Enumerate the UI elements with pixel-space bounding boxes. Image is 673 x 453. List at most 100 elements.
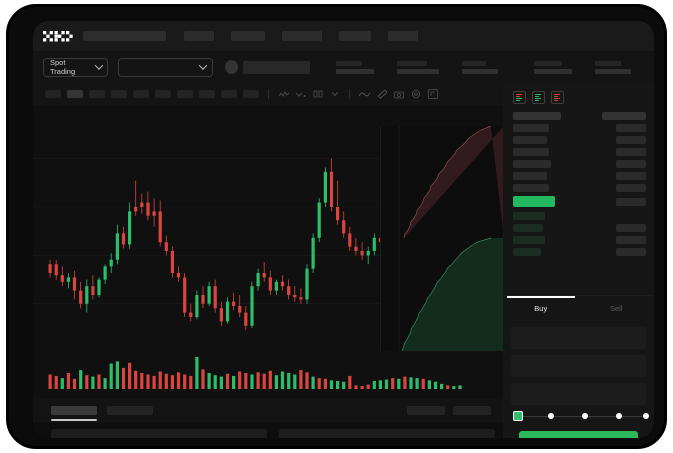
bid-amount — [616, 212, 646, 220]
template-icon[interactable] — [312, 90, 323, 98]
tab-sell[interactable]: Sell — [609, 304, 623, 313]
line-chart-icon[interactable] — [359, 91, 370, 98]
total-input[interactable] — [511, 383, 646, 405]
chart-toolbar — [33, 83, 503, 105]
volume-chart — [33, 351, 503, 399]
ask-row[interactable] — [513, 148, 646, 156]
camera-icon[interactable] — [393, 90, 404, 99]
toolbar-divider — [349, 89, 350, 99]
settings-icon[interactable] — [410, 89, 421, 99]
okx-logo-icon[interactable] — [43, 30, 73, 42]
nav-item-0[interactable] — [184, 31, 214, 41]
bid-amount — [616, 248, 646, 256]
order-form — [503, 321, 654, 438]
depth-chart-overlay[interactable] — [380, 126, 504, 351]
nav-item-4[interactable] — [388, 31, 418, 41]
stat-value — [397, 68, 439, 74]
ask-price — [513, 124, 549, 132]
timeframe-8[interactable] — [221, 90, 237, 98]
spot-trading-label: Spot Trading — [50, 58, 76, 76]
bid-price — [513, 224, 543, 232]
candlestick-chart[interactable] — [33, 105, 504, 351]
compare-icon[interactable] — [295, 91, 306, 98]
slider-handle[interactable] — [513, 411, 523, 421]
bottom-tab-1[interactable] — [107, 406, 153, 415]
nav-item-2[interactable] — [282, 31, 322, 41]
col-price-header — [513, 112, 561, 120]
timeframe-2[interactable] — [89, 90, 105, 98]
mark-amount — [616, 197, 646, 206]
stat-2 — [462, 60, 498, 74]
bid-row[interactable] — [513, 236, 646, 244]
ask-row[interactable] — [513, 160, 646, 168]
depth-chart-svg — [381, 126, 504, 351]
bids-view-icon[interactable] — [532, 91, 545, 104]
slider-step-100[interactable] — [643, 413, 649, 419]
nav-item-1[interactable] — [231, 31, 265, 41]
bid-row[interactable] — [513, 224, 646, 232]
search-input[interactable] — [83, 31, 166, 41]
bid-amount — [616, 236, 646, 244]
ask-row[interactable] — [513, 136, 646, 144]
ask-price — [513, 160, 551, 168]
timeframe-3[interactable] — [111, 90, 127, 98]
stat-4 — [595, 60, 631, 74]
timeframe-1[interactable] — [67, 90, 83, 98]
stat-label — [595, 60, 621, 66]
stat-label — [397, 60, 427, 66]
submit-order-button[interactable] — [519, 431, 638, 438]
orderbook-header — [513, 112, 646, 120]
orderbook-view-toggles — [503, 83, 654, 110]
timeframe-9[interactable] — [243, 90, 259, 98]
stat-label — [462, 60, 486, 66]
toolbar-divider — [268, 89, 269, 99]
stat-value — [534, 68, 572, 74]
stat-1 — [397, 60, 439, 74]
dropdown-icon[interactable] — [329, 91, 340, 97]
stat-3 — [534, 60, 572, 74]
fullscreen-icon[interactable] — [427, 89, 438, 99]
mark-price — [513, 196, 555, 207]
timeframe-7[interactable] — [199, 90, 215, 98]
indicator-icon[interactable] — [278, 90, 289, 98]
bottom-tab-0[interactable] — [51, 406, 97, 415]
order-book-panel: Buy Sell — [503, 83, 654, 438]
orderbook-rows — [503, 110, 654, 256]
stat-label — [336, 60, 362, 66]
buy-sell-tabs: Buy Sell — [503, 295, 654, 321]
nav-item-3[interactable] — [339, 31, 371, 41]
bottom-block-1[interactable] — [279, 429, 495, 438]
timeframe-6[interactable] — [177, 90, 193, 98]
ask-price — [513, 136, 547, 144]
stat-value — [595, 68, 631, 74]
bid-row[interactable] — [513, 212, 646, 220]
chevron-down-icon — [198, 61, 207, 70]
price-input[interactable] — [511, 327, 646, 349]
slider-track — [517, 416, 642, 417]
tab-buy[interactable]: Buy — [503, 296, 579, 321]
both-view-icon[interactable] — [513, 91, 526, 104]
ask-row[interactable] — [513, 124, 646, 132]
timeframe-0[interactable] — [45, 90, 61, 98]
ask-amount — [616, 184, 646, 192]
asks-view-icon[interactable] — [551, 91, 564, 104]
spot-trading-dropdown[interactable]: Spot Trading — [43, 57, 109, 77]
timeframe-5[interactable] — [155, 90, 171, 98]
amount-percent-slider[interactable] — [513, 411, 649, 423]
bottom-action-1[interactable] — [453, 406, 491, 415]
slider-step-50[interactable] — [582, 413, 588, 419]
market-sub-bar: Spot Trading — [33, 51, 654, 83]
stat-0 — [336, 60, 374, 74]
timeframe-4[interactable] — [133, 90, 149, 98]
ask-row[interactable] — [513, 172, 646, 180]
bottom-block-0[interactable] — [51, 429, 267, 438]
slider-step-25[interactable] — [548, 413, 554, 419]
bottom-action-0[interactable] — [407, 406, 445, 415]
ruler-icon[interactable] — [376, 89, 387, 99]
amount-input[interactable] — [511, 355, 646, 377]
ask-row[interactable] — [513, 184, 646, 192]
bid-row[interactable] — [513, 248, 646, 256]
trading-pair-select[interactable] — [118, 57, 213, 77]
slider-step-75[interactable] — [616, 413, 622, 419]
